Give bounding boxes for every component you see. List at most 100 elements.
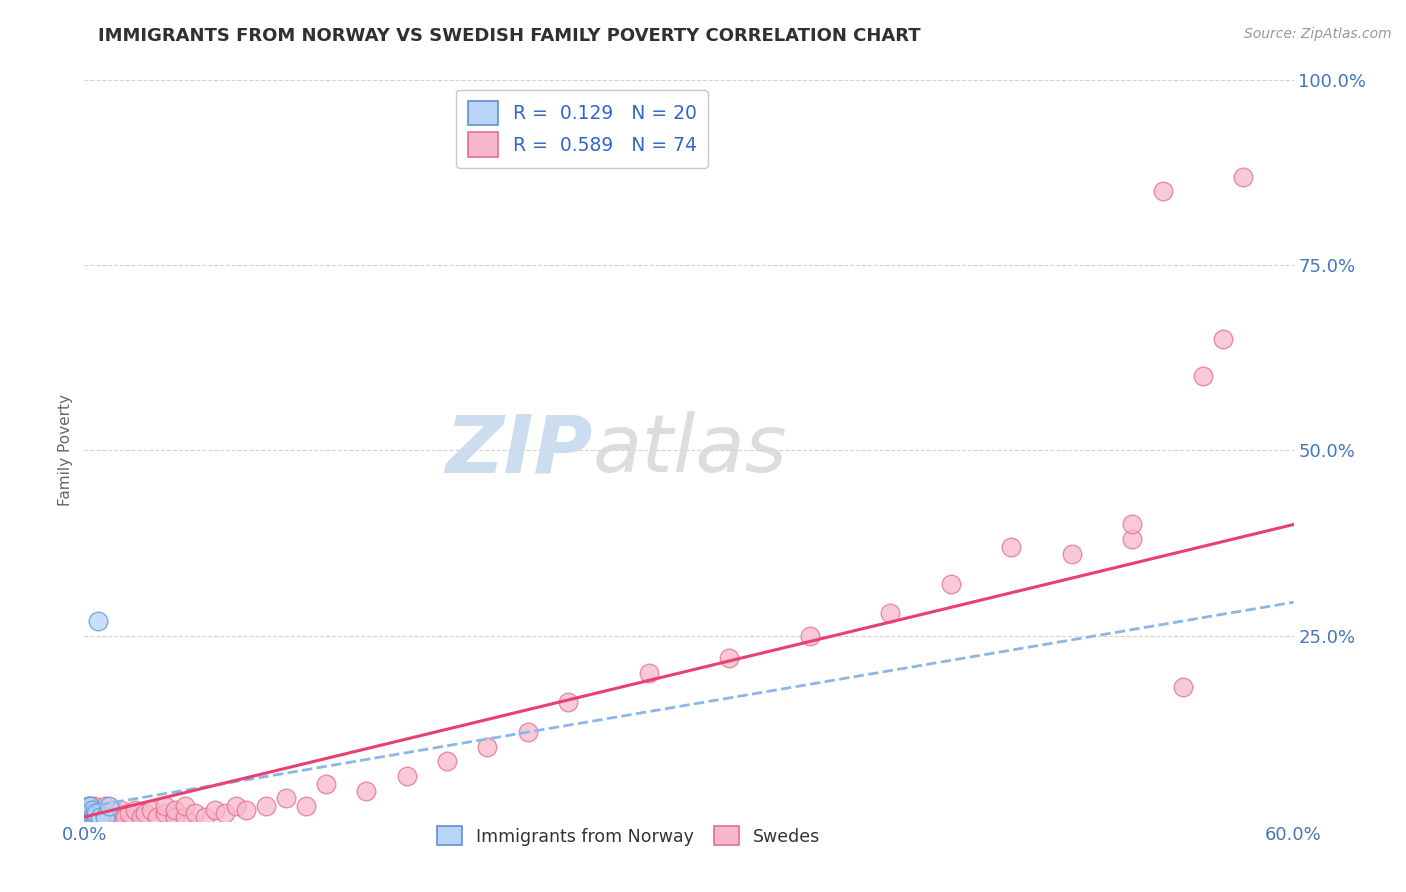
Point bbox=[82, 810, 104, 824]
Point bbox=[101, 803, 124, 817]
Point bbox=[77, 803, 100, 817]
Point bbox=[86, 810, 108, 824]
Point bbox=[235, 803, 257, 817]
Point bbox=[1152, 184, 1174, 198]
Point bbox=[93, 806, 115, 821]
Point bbox=[75, 810, 97, 824]
Point bbox=[75, 806, 97, 821]
Y-axis label: Family Poverty: Family Poverty bbox=[58, 394, 73, 507]
Point bbox=[79, 806, 101, 821]
Point bbox=[146, 810, 169, 824]
Text: atlas: atlas bbox=[592, 411, 787, 490]
Point bbox=[79, 798, 101, 813]
Text: IMMIGRANTS FROM NORWAY VS SWEDISH FAMILY POVERTY CORRELATION CHART: IMMIGRANTS FROM NORWAY VS SWEDISH FAMILY… bbox=[98, 27, 921, 45]
Point bbox=[77, 803, 100, 817]
Point bbox=[118, 806, 141, 821]
Point bbox=[153, 806, 176, 821]
Point bbox=[194, 810, 217, 824]
Point bbox=[75, 803, 97, 817]
Point bbox=[637, 665, 659, 680]
Point bbox=[79, 806, 101, 821]
Point bbox=[225, 798, 247, 813]
Point bbox=[274, 791, 297, 805]
Point bbox=[110, 803, 132, 817]
Point bbox=[165, 810, 187, 824]
Point bbox=[100, 810, 122, 824]
Point bbox=[86, 810, 108, 824]
Point bbox=[395, 769, 418, 783]
Point bbox=[1192, 369, 1215, 384]
Point bbox=[87, 806, 110, 821]
Point bbox=[718, 650, 741, 665]
Point bbox=[89, 803, 111, 817]
Point bbox=[75, 810, 97, 824]
Point bbox=[91, 810, 114, 824]
Point bbox=[77, 798, 100, 813]
Text: Source: ZipAtlas.com: Source: ZipAtlas.com bbox=[1244, 27, 1392, 41]
Point bbox=[75, 806, 97, 821]
Point bbox=[82, 810, 104, 824]
Point bbox=[174, 798, 197, 813]
Point bbox=[77, 806, 100, 821]
Point bbox=[79, 810, 101, 824]
Legend: Immigrants from Norway, Swedes: Immigrants from Norway, Swedes bbox=[430, 820, 827, 853]
Point bbox=[93, 798, 115, 813]
Point bbox=[939, 576, 962, 591]
Point bbox=[83, 798, 105, 813]
Point bbox=[86, 806, 108, 821]
Text: ZIP: ZIP bbox=[444, 411, 592, 490]
Point bbox=[1121, 533, 1143, 547]
Point bbox=[879, 607, 901, 621]
Point bbox=[79, 810, 101, 824]
Point bbox=[77, 810, 100, 824]
Point bbox=[153, 798, 176, 813]
Point bbox=[104, 810, 127, 824]
Point bbox=[214, 806, 236, 821]
Point bbox=[83, 810, 105, 824]
Point bbox=[86, 803, 108, 817]
Point bbox=[75, 803, 97, 817]
Point bbox=[174, 810, 197, 824]
Point bbox=[799, 628, 821, 642]
Point bbox=[83, 806, 105, 821]
Point bbox=[254, 798, 277, 813]
Point bbox=[114, 810, 136, 824]
Point bbox=[77, 810, 100, 824]
Point bbox=[204, 803, 226, 817]
Point bbox=[1060, 547, 1083, 561]
Point bbox=[82, 803, 104, 817]
Point bbox=[129, 810, 152, 824]
Point bbox=[356, 784, 378, 798]
Point bbox=[77, 806, 100, 821]
Point bbox=[1000, 540, 1022, 554]
Point bbox=[1212, 332, 1234, 346]
Point bbox=[105, 806, 128, 821]
Point bbox=[83, 806, 105, 821]
Point bbox=[82, 803, 104, 817]
Point bbox=[165, 803, 187, 817]
Point bbox=[87, 614, 110, 628]
Point bbox=[1171, 681, 1194, 695]
Point bbox=[89, 810, 111, 824]
Point bbox=[1121, 517, 1143, 532]
Point bbox=[97, 798, 120, 813]
Point bbox=[89, 810, 111, 824]
Point bbox=[477, 739, 499, 754]
Point bbox=[436, 755, 458, 769]
Point bbox=[1232, 169, 1254, 184]
Point bbox=[83, 810, 105, 824]
Point bbox=[184, 806, 207, 821]
Point bbox=[79, 798, 101, 813]
Point bbox=[96, 810, 118, 824]
Point bbox=[557, 695, 579, 709]
Point bbox=[516, 724, 538, 739]
Point bbox=[97, 806, 120, 821]
Point bbox=[93, 810, 115, 824]
Point bbox=[93, 810, 115, 824]
Point bbox=[134, 806, 156, 821]
Point bbox=[124, 803, 146, 817]
Point bbox=[315, 776, 337, 791]
Point bbox=[87, 810, 110, 824]
Point bbox=[139, 803, 162, 817]
Point bbox=[295, 798, 318, 813]
